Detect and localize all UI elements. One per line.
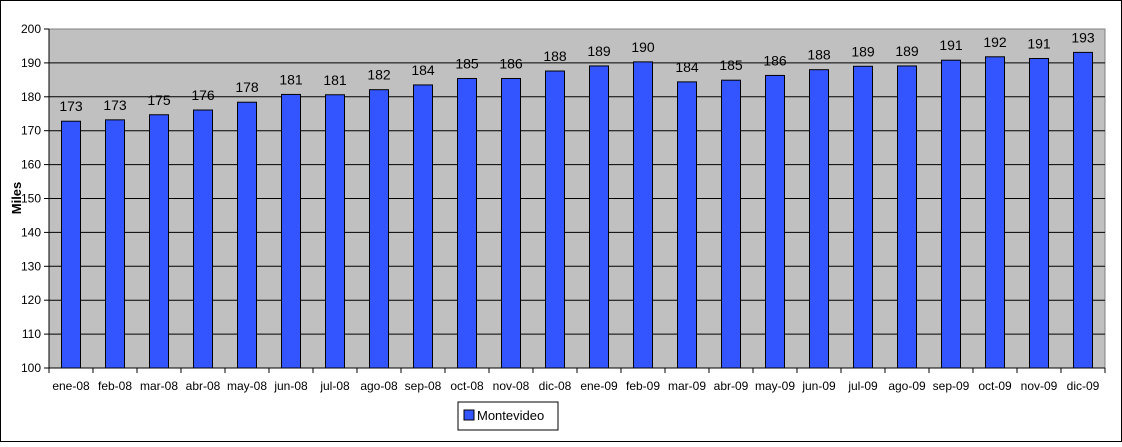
bar bbox=[413, 84, 433, 369]
data-label: 176 bbox=[191, 87, 215, 103]
data-label: 189 bbox=[587, 43, 611, 59]
y-tick-label: 130 bbox=[21, 259, 41, 273]
x-tick-label: ago-09 bbox=[888, 379, 926, 393]
x-tick-label: jun-09 bbox=[801, 379, 836, 393]
data-label: 178 bbox=[235, 79, 259, 95]
data-label: 189 bbox=[895, 43, 919, 59]
legend-swatch-montevideo bbox=[463, 409, 475, 421]
x-tick-label: mar-08 bbox=[140, 379, 178, 393]
x-tick-label: oct-09 bbox=[978, 379, 1012, 393]
bar bbox=[325, 94, 345, 369]
x-tick-label: nov-08 bbox=[493, 379, 530, 393]
y-axis: 100 110 120 130 140 150 160 170 180 190 200 bbox=[21, 22, 50, 375]
y-tick-label: 100 bbox=[21, 361, 41, 375]
x-tick-label: feb-09 bbox=[626, 379, 660, 393]
data-label: 190 bbox=[631, 39, 655, 55]
data-label: 185 bbox=[455, 55, 479, 71]
x-tick-label: mar-09 bbox=[668, 379, 706, 393]
data-label: 175 bbox=[147, 92, 171, 108]
bar bbox=[237, 101, 257, 369]
y-axis-title: Miles bbox=[9, 182, 24, 215]
x-tick-label: dic-09 bbox=[1067, 379, 1100, 393]
bar bbox=[193, 109, 213, 369]
x-tick-label: oct-08 bbox=[450, 379, 484, 393]
data-label: 192 bbox=[983, 34, 1007, 50]
data-label: 182 bbox=[367, 67, 391, 83]
gridlines bbox=[49, 62, 1105, 335]
y-tick-label: 180 bbox=[21, 90, 41, 104]
bars bbox=[61, 51, 1093, 369]
x-tick-label: ene-09 bbox=[580, 379, 618, 393]
bar bbox=[897, 65, 917, 369]
bar bbox=[281, 93, 301, 369]
bar bbox=[501, 77, 521, 369]
data-label: 173 bbox=[59, 98, 83, 114]
bar bbox=[1029, 57, 1049, 369]
bar bbox=[369, 89, 389, 369]
data-label: 191 bbox=[939, 37, 963, 53]
bar bbox=[149, 114, 169, 369]
bar bbox=[61, 120, 81, 369]
bar bbox=[809, 69, 829, 369]
bar bbox=[985, 56, 1005, 369]
bar bbox=[589, 65, 609, 369]
legend-box bbox=[457, 401, 559, 431]
x-axis: ene-08 feb-08 mar-08 abr-08 may-08 jun-08 jul-… bbox=[48, 367, 1106, 393]
data-label: 191 bbox=[1027, 35, 1051, 51]
bar bbox=[1073, 51, 1093, 369]
bar bbox=[941, 59, 961, 369]
x-tick-label: nov-09 bbox=[1021, 379, 1058, 393]
x-tick-label: abr-09 bbox=[714, 379, 749, 393]
bar bbox=[721, 79, 741, 369]
bar bbox=[545, 70, 565, 369]
y-tick-label: 110 bbox=[22, 327, 41, 341]
x-tick-label: jun-08 bbox=[273, 379, 308, 393]
data-label: 186 bbox=[763, 52, 787, 68]
x-tick-label: may-09 bbox=[755, 379, 795, 393]
data-label: 181 bbox=[323, 72, 347, 88]
x-tick-label: sep-09 bbox=[933, 379, 970, 393]
y-tick-label: 190 bbox=[21, 56, 41, 70]
bar bbox=[457, 77, 477, 369]
data-label: 173 bbox=[103, 97, 127, 113]
x-tick-label: jul-08 bbox=[319, 379, 350, 393]
y-tick-label: 120 bbox=[21, 293, 41, 307]
data-label: 188 bbox=[807, 47, 831, 63]
legend-label-montevideo: Montevideo bbox=[477, 408, 544, 423]
bar bbox=[853, 65, 873, 369]
value-labels: 173 173 175 176 178 181 181 182 184 185 186 188 189 1… bbox=[59, 29, 1095, 114]
y-tick-label: 170 bbox=[21, 124, 41, 138]
data-label: 193 bbox=[1071, 29, 1095, 45]
x-tick-label: ago-08 bbox=[360, 379, 398, 393]
data-label: 184 bbox=[411, 62, 435, 78]
legend: Montevideo bbox=[457, 401, 559, 431]
data-label: 186 bbox=[499, 55, 523, 71]
bar bbox=[765, 74, 785, 369]
bar bbox=[105, 119, 125, 369]
data-label: 184 bbox=[675, 59, 699, 75]
x-tick-label: jul-09 bbox=[847, 379, 878, 393]
x-tick-label: may-08 bbox=[227, 379, 267, 393]
x-tick-label: ene-08 bbox=[52, 379, 90, 393]
data-label: 189 bbox=[851, 43, 875, 59]
data-label: 188 bbox=[543, 48, 567, 64]
y-tick-label: 150 bbox=[21, 192, 41, 206]
data-label: 181 bbox=[279, 71, 303, 87]
x-tick-label: dic-08 bbox=[539, 379, 572, 393]
x-tick-label: abr-08 bbox=[186, 379, 221, 393]
data-label: 185 bbox=[719, 57, 743, 73]
x-tick-label: feb-08 bbox=[98, 379, 132, 393]
y-tick-label: 160 bbox=[21, 158, 41, 172]
bar bbox=[677, 81, 697, 369]
y-tick-label: 140 bbox=[21, 225, 41, 239]
x-tick-label: sep-08 bbox=[405, 379, 442, 393]
bar bbox=[633, 61, 653, 369]
y-tick-label: 200 bbox=[21, 22, 41, 36]
